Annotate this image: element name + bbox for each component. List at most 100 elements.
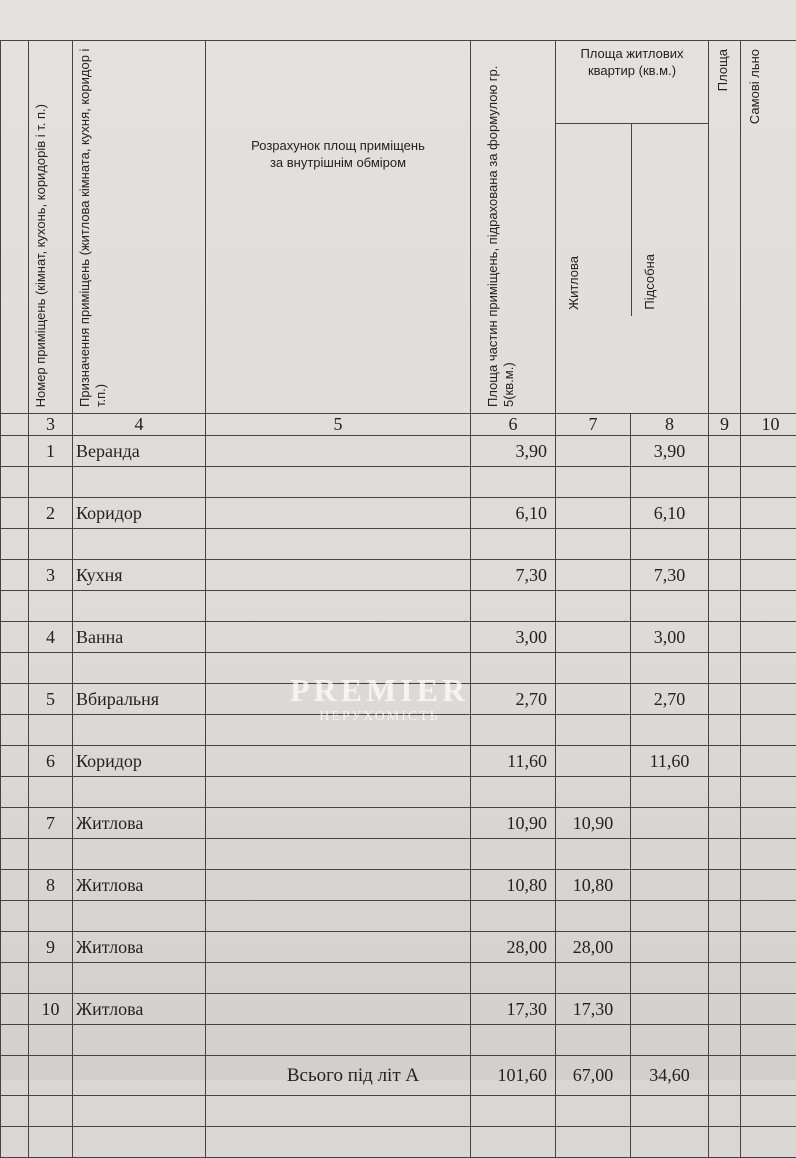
calc bbox=[206, 498, 471, 529]
living-area bbox=[556, 436, 631, 467]
room-name: Житлова bbox=[73, 932, 206, 963]
living-area bbox=[556, 746, 631, 777]
summary-total: 101,60 bbox=[471, 1056, 556, 1096]
header-area: Площа bbox=[709, 41, 741, 414]
aux-area bbox=[631, 994, 709, 1025]
part-area: 28,00 bbox=[471, 932, 556, 963]
room-name: Вбиральня bbox=[73, 684, 206, 715]
calc bbox=[206, 436, 471, 467]
room-number: 8 bbox=[29, 870, 73, 901]
header-living: Житлова bbox=[556, 124, 632, 316]
room-name: Житлова bbox=[73, 870, 206, 901]
aux-area: 6,10 bbox=[631, 498, 709, 529]
aux-area bbox=[631, 870, 709, 901]
row-spacer bbox=[1, 529, 796, 560]
row-spacer bbox=[1, 1025, 796, 1056]
room-number: 7 bbox=[29, 808, 73, 839]
col-number: 9 bbox=[709, 414, 741, 436]
header-apartment-area-group: Площа житлових квартир (кв.м.) Житлова П… bbox=[556, 41, 709, 414]
room-name: Кухня bbox=[73, 560, 206, 591]
row-spacer bbox=[1, 777, 796, 808]
living-area: 28,00 bbox=[556, 932, 631, 963]
room-name: Ванна bbox=[73, 622, 206, 653]
room-name: Житлова bbox=[73, 808, 206, 839]
part-area: 17,30 bbox=[471, 994, 556, 1025]
header-room-purpose: Призначення приміщень (житлова кімната, … bbox=[73, 41, 206, 414]
living-area: 10,80 bbox=[556, 870, 631, 901]
aux-area: 3,90 bbox=[631, 436, 709, 467]
summary-label: Всього під літ А bbox=[206, 1056, 471, 1096]
room-area-table: Номер приміщень (кімнат, кухонь, коридор… bbox=[0, 40, 796, 1158]
calc bbox=[206, 808, 471, 839]
column-numbers-row: 3 4 5 6 7 8 9 10 bbox=[1, 414, 796, 436]
calc bbox=[206, 560, 471, 591]
col-number: 10 bbox=[741, 414, 796, 436]
header-self: Самові льно bbox=[741, 41, 796, 414]
row-spacer bbox=[1, 467, 796, 498]
part-area: 6,10 bbox=[471, 498, 556, 529]
living-area bbox=[556, 684, 631, 715]
living-area: 10,90 bbox=[556, 808, 631, 839]
header-auxiliary: Підсобна bbox=[632, 124, 708, 316]
part-area: 11,60 bbox=[471, 746, 556, 777]
room-number: 10 bbox=[29, 994, 73, 1025]
room-number: 4 bbox=[29, 622, 73, 653]
col-number: 7 bbox=[556, 414, 631, 436]
aux-area: 2,70 bbox=[631, 684, 709, 715]
header-calculation: Розрахунок площ приміщень за внутрішнім … bbox=[206, 41, 471, 414]
part-area: 3,00 bbox=[471, 622, 556, 653]
room-number: 9 bbox=[29, 932, 73, 963]
summary-row: Всього під літ А 101,60 67,00 34,60 bbox=[1, 1056, 796, 1096]
calc bbox=[206, 870, 471, 901]
summary-aux: 34,60 bbox=[631, 1056, 709, 1096]
col-number: 4 bbox=[73, 414, 206, 436]
aux-area bbox=[631, 932, 709, 963]
room-number: 6 bbox=[29, 746, 73, 777]
aux-area bbox=[631, 808, 709, 839]
part-area: 2,70 bbox=[471, 684, 556, 715]
header-row: Номер приміщень (кімнат, кухонь, коридор… bbox=[1, 41, 796, 414]
aux-area: 3,00 bbox=[631, 622, 709, 653]
aux-area: 7,30 bbox=[631, 560, 709, 591]
watermark-logo: PREMIER НЕРУХОМІСТЬ bbox=[290, 672, 469, 725]
room-name: Житлова bbox=[73, 994, 206, 1025]
calc bbox=[206, 622, 471, 653]
row-spacer bbox=[1, 839, 796, 870]
part-area: 7,30 bbox=[471, 560, 556, 591]
room-name: Коридор bbox=[73, 746, 206, 777]
part-area: 10,90 bbox=[471, 808, 556, 839]
room-number: 2 bbox=[29, 498, 73, 529]
room-name: Веранда bbox=[73, 436, 206, 467]
living-area bbox=[556, 498, 631, 529]
document-page: Номер приміщень (кімнат, кухонь, коридор… bbox=[0, 0, 796, 1080]
room-name: Коридор bbox=[73, 498, 206, 529]
room-number: 5 bbox=[29, 684, 73, 715]
aux-area: 11,60 bbox=[631, 746, 709, 777]
header-room-number: Номер приміщень (кімнат, кухонь, коридор… bbox=[29, 41, 73, 414]
col-number: 6 bbox=[471, 414, 556, 436]
calc bbox=[206, 746, 471, 777]
living-area: 17,30 bbox=[556, 994, 631, 1025]
row-spacer bbox=[1, 963, 796, 994]
col-number: 3 bbox=[29, 414, 73, 436]
part-area: 3,90 bbox=[471, 436, 556, 467]
header-col-prev bbox=[1, 41, 29, 414]
row-spacer bbox=[1, 591, 796, 622]
calc bbox=[206, 994, 471, 1025]
summary-living: 67,00 bbox=[556, 1056, 631, 1096]
row-spacer bbox=[1, 901, 796, 932]
col-number: 8 bbox=[631, 414, 709, 436]
part-area: 10,80 bbox=[471, 870, 556, 901]
room-number: 3 bbox=[29, 560, 73, 591]
col-number: 5 bbox=[206, 414, 471, 436]
room-number: 1 bbox=[29, 436, 73, 467]
